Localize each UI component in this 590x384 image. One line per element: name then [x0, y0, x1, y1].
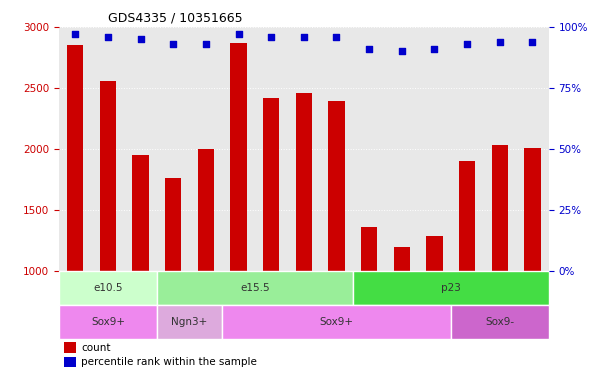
- Point: [463, 41, 472, 47]
- Bar: [525, 148, 540, 271]
- Bar: [361, 227, 378, 271]
- Text: e10.5: e10.5: [93, 283, 123, 293]
- Point: [527, 38, 537, 45]
- Point: [495, 38, 504, 45]
- Bar: [459, 161, 476, 271]
- Bar: [231, 43, 247, 271]
- Text: p23: p23: [441, 283, 461, 293]
- Point: [397, 48, 407, 55]
- FancyBboxPatch shape: [59, 271, 157, 305]
- Bar: [132, 155, 149, 271]
- FancyBboxPatch shape: [222, 305, 451, 339]
- Text: percentile rank within the sample: percentile rank within the sample: [81, 357, 257, 367]
- Bar: [263, 98, 280, 271]
- Text: count: count: [81, 343, 110, 353]
- Bar: [491, 145, 508, 271]
- Bar: [426, 236, 442, 271]
- Text: Sox9+: Sox9+: [320, 317, 353, 327]
- Bar: [394, 247, 410, 271]
- Point: [267, 33, 276, 40]
- Bar: [100, 81, 116, 271]
- Point: [365, 46, 374, 52]
- Point: [169, 41, 178, 47]
- FancyBboxPatch shape: [157, 305, 222, 339]
- Text: Sox9+: Sox9+: [91, 317, 125, 327]
- Bar: [328, 101, 345, 271]
- Point: [430, 46, 439, 52]
- Bar: [67, 45, 84, 271]
- FancyBboxPatch shape: [353, 271, 549, 305]
- Point: [136, 36, 145, 42]
- Point: [299, 33, 309, 40]
- Point: [71, 31, 80, 37]
- FancyBboxPatch shape: [451, 305, 549, 339]
- Bar: [64, 357, 76, 367]
- FancyBboxPatch shape: [157, 271, 353, 305]
- Point: [103, 33, 113, 40]
- Bar: [198, 149, 214, 271]
- Text: Ngn3+: Ngn3+: [172, 317, 208, 327]
- Point: [332, 33, 341, 40]
- Point: [201, 41, 211, 47]
- Bar: [165, 178, 182, 271]
- Text: GDS4335 / 10351665: GDS4335 / 10351665: [108, 11, 242, 24]
- FancyBboxPatch shape: [59, 305, 157, 339]
- Bar: [296, 93, 312, 271]
- Bar: [64, 342, 76, 353]
- Text: Sox9-: Sox9-: [485, 317, 514, 327]
- Text: e15.5: e15.5: [240, 283, 270, 293]
- Point: [234, 31, 243, 37]
